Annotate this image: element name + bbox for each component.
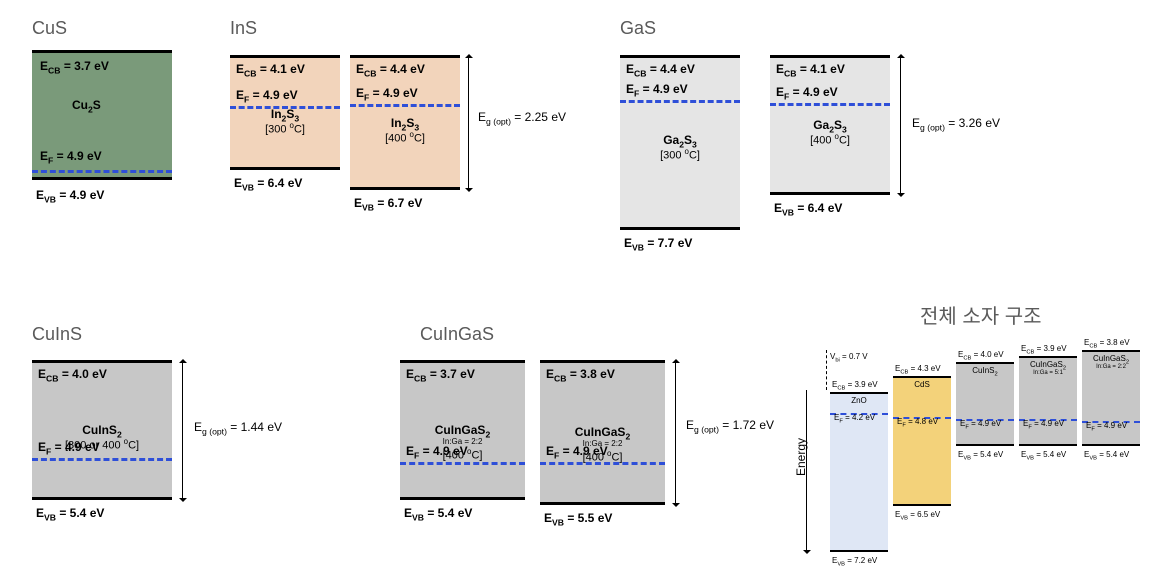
sub-label: In:Ga = 2:2 — [400, 437, 525, 446]
sub-label: In:Ga = 2:2 — [540, 439, 665, 448]
arrow-cuins — [182, 363, 183, 498]
arrow-gas — [900, 58, 901, 193]
ef-label: EF = 4.9 eV — [776, 85, 838, 101]
band-box: ECB = 4.4 eVEF = 4.9 eVGa2S3[300 oC] — [620, 55, 740, 230]
band-box: ECB = 3.8 eVEF = 4.9 eVCuInGaS2In:Ga = 2… — [540, 360, 665, 505]
evb-label: EVB = 5.4 eV — [404, 506, 472, 522]
ef-label: EF = 4.9 eV — [960, 419, 1001, 431]
arrow-cuingas — [675, 363, 676, 503]
temp-label: [300 or 400 oC] — [32, 437, 172, 452]
evb-label: EVB = 5.4 eV — [1021, 450, 1066, 462]
temp-label: [300 oC] — [620, 147, 740, 162]
box-cus: ECB = 3.7 eV Cu2S EF = 4.9 eV — [32, 50, 172, 180]
band-box: ECB = 3.7 eVEF = 4.9 eVCuInGaS2In:Ga = 2… — [400, 360, 525, 500]
ef-label: EF = 4.9 eV — [356, 86, 418, 102]
ecb-label: ECB = 3.9 eV — [832, 380, 878, 392]
egopt-ins: Eg (opt) = 2.25 eV — [478, 110, 566, 126]
fermi-line — [32, 458, 172, 461]
ecb-label: ECB = 3.9 eV — [1021, 344, 1067, 356]
ecb-label: ECB = 4.0 eV — [38, 367, 107, 383]
band-box: ECB = 4.4 eVEF = 4.9 eVIn2S3[400 oC] — [350, 55, 460, 190]
ef-label: EF = 4.2 eV — [834, 413, 875, 425]
temp-label: [300 oC] — [230, 121, 340, 136]
evb-label: EVB = 5.5 eV — [544, 511, 612, 527]
ecb-label: ECB = 4.1 eV — [776, 62, 845, 78]
fermi-cus — [32, 170, 172, 173]
ecb-label: ECB = 4.1 eV — [236, 62, 305, 78]
fermi-line — [770, 103, 890, 106]
evb-label: EVB = 6.5 eV — [895, 510, 940, 522]
device-layer-CdS — [893, 376, 951, 506]
ef-label: EF = 4.9 eV — [1023, 419, 1064, 431]
band-box: ECB = 4.1 eVEF = 4.9 eVIn2S3[300 oC] — [230, 55, 340, 170]
title-cuingas: CuInGaS — [420, 324, 494, 345]
fermi-line — [350, 104, 460, 107]
sub-label: In:Ga = 2:2 — [1082, 364, 1140, 370]
evb-label: EVB = 5.4 eV — [36, 506, 104, 522]
temp-label: [400 oC] — [540, 449, 665, 464]
title-cus: CuS — [32, 18, 67, 39]
mat-cus: Cu2S — [72, 98, 101, 114]
temp-label: [400 oC] — [400, 447, 525, 462]
material-label: CuInS2 — [956, 366, 1014, 378]
vbi: Vbi = 0.7 V — [830, 352, 870, 364]
ef-label: EF = 4.9 eV — [236, 88, 298, 104]
arrow-ins — [468, 58, 469, 188]
title-ins: InS — [230, 18, 257, 39]
fermi-line — [400, 462, 525, 465]
ef-label: EF = 4.8 eV — [897, 417, 938, 429]
title-device: 전체 소자 구조 — [920, 300, 1042, 329]
band-box: ECB = 4.0 eVEF = 4.9 eVCuInS2[300 or 400… — [32, 360, 172, 500]
fermi-line — [620, 100, 740, 103]
temp-label: [400 oC] — [770, 132, 890, 147]
title-cuins: CuInS — [32, 324, 82, 345]
evb-label: EVB = 7.2 eV — [832, 556, 877, 568]
sub-label: In:Ga = 5:1 — [1019, 370, 1077, 376]
egopt-gas: Eg (opt) = 3.26 eV — [912, 116, 1000, 132]
ecb-label: ECB = 3.8 eV — [546, 367, 615, 383]
ecb-label: ECB = 4.4 eV — [626, 62, 695, 78]
egopt-cuingas: Eg (opt) = 1.72 eV — [686, 418, 796, 434]
title-gas: GaS — [620, 18, 656, 39]
evb-cus: EVB = 4.9 eV — [36, 188, 104, 204]
temp-label: [400 oC] — [350, 130, 460, 145]
evb-label: EVB = 7.7 eV — [624, 236, 692, 252]
ecb-label: ECB = 4.3 eV — [895, 364, 941, 376]
evb-label: EVB = 5.4 eV — [958, 450, 1003, 462]
ecb-cus: ECB = 3.7 eV — [40, 59, 109, 75]
evb-label: EVB = 5.4 eV — [1084, 450, 1129, 462]
ecb-label: ECB = 4.0 eV — [958, 350, 1004, 362]
ecb-label: ECB = 3.7 eV — [406, 367, 475, 383]
ef-cus: EF = 4.9 eV — [40, 149, 102, 165]
ef-label: EF = 4.9 eV — [626, 82, 688, 98]
energy-label: Energy — [794, 438, 808, 476]
evb-label: EVB = 6.4 eV — [234, 176, 302, 192]
ecb-label: ECB = 3.8 eV — [1084, 338, 1130, 350]
ef-label: EF = 4.9 eV — [1086, 421, 1127, 433]
band-box: ECB = 4.1 eVEF = 4.9 eVGa2S3[400 oC] — [770, 55, 890, 195]
ecb-label: ECB = 4.4 eV — [356, 62, 425, 78]
vbi-arrow — [826, 350, 827, 390]
egopt-cuins: Eg (opt) = 1.44 eV — [194, 420, 282, 436]
evb-label: EVB = 6.7 eV — [354, 196, 422, 212]
evb-label: EVB = 6.4 eV — [774, 201, 842, 217]
material-label: ZnO — [830, 396, 888, 405]
material-label: CdS — [893, 380, 951, 389]
